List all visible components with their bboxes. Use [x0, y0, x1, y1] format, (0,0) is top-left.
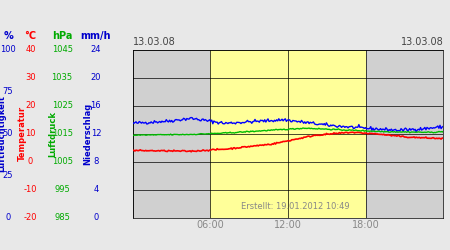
Text: °C: °C: [25, 31, 36, 41]
Text: 1045: 1045: [52, 46, 72, 54]
Bar: [210, 50, 365, 217]
Text: 75: 75: [3, 87, 14, 96]
Text: 1005: 1005: [52, 157, 72, 166]
Text: 20: 20: [90, 74, 101, 82]
Text: 100: 100: [0, 46, 16, 54]
Text: 0: 0: [93, 213, 99, 222]
Text: 40: 40: [25, 46, 36, 54]
Text: Niederschlag: Niederschlag: [83, 102, 92, 165]
Text: Luftdruck: Luftdruck: [49, 111, 58, 157]
Text: 30: 30: [25, 74, 36, 82]
Bar: [365, 50, 443, 217]
Text: 13.03.08: 13.03.08: [400, 37, 443, 47]
Text: 25: 25: [3, 171, 14, 180]
Text: 1025: 1025: [52, 101, 72, 110]
Text: mm/h: mm/h: [81, 31, 111, 41]
Text: 24: 24: [90, 46, 101, 54]
Text: 995: 995: [54, 185, 70, 194]
Text: 8: 8: [93, 157, 99, 166]
Text: Temperatur: Temperatur: [18, 106, 27, 161]
Text: 13.03.08: 13.03.08: [133, 37, 176, 47]
Text: Luftfeuchtigkeit: Luftfeuchtigkeit: [0, 95, 7, 172]
Text: 20: 20: [25, 101, 36, 110]
Bar: [133, 50, 210, 217]
Text: Erstellt: 19.01.2012 10:49: Erstellt: 19.01.2012 10:49: [241, 202, 350, 211]
Text: 50: 50: [3, 129, 14, 138]
Text: -20: -20: [24, 213, 37, 222]
Text: 985: 985: [54, 213, 70, 222]
Text: 4: 4: [93, 185, 99, 194]
Text: 10: 10: [25, 129, 36, 138]
Text: 1015: 1015: [52, 129, 72, 138]
Text: -10: -10: [24, 185, 37, 194]
Text: %: %: [3, 31, 13, 41]
Text: 0: 0: [5, 213, 11, 222]
Text: hPa: hPa: [52, 31, 72, 41]
Text: 1035: 1035: [52, 74, 72, 82]
Text: 12: 12: [90, 129, 101, 138]
Text: 0: 0: [28, 157, 33, 166]
Text: 16: 16: [90, 101, 101, 110]
